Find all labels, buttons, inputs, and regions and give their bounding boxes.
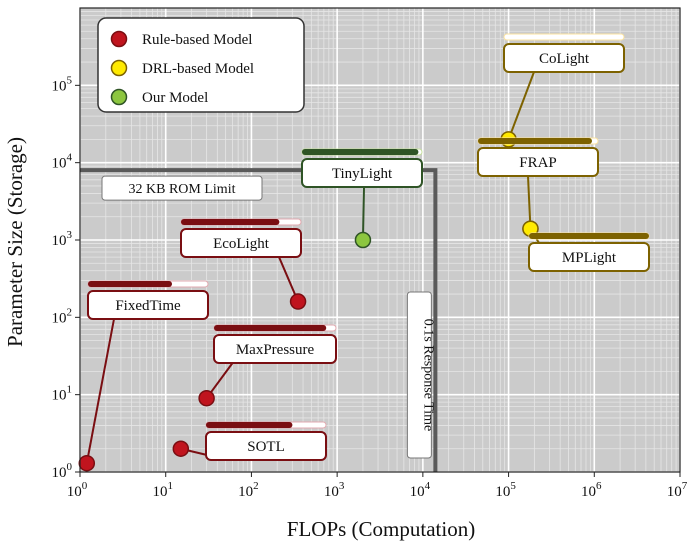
- limit-lines: 32 KB ROM Limit 0.1s Response Time: [80, 168, 438, 472]
- x-axis-ticks: 100 101 102 103 104 105 106 107: [67, 472, 688, 500]
- x-tick-label: 106: [581, 480, 602, 500]
- label-box: [205, 431, 327, 461]
- point-sotl: [172, 440, 190, 457]
- legend-item: DRL-based Model: [110, 59, 254, 77]
- label-text: TinyLight: [332, 166, 393, 182]
- x-tick-label: 105: [495, 480, 516, 500]
- label-text: FRAP: [519, 155, 557, 171]
- label-text: MaxPressure: [236, 342, 315, 358]
- label-tinylight: TinyLight: [301, 148, 423, 188]
- label-box: [87, 290, 209, 320]
- x-tick-label: 101: [152, 480, 173, 500]
- connector-tinylight: [361, 186, 365, 241]
- label-text: EcoLight: [213, 236, 270, 252]
- rom-limit-label: 32 KB ROM Limit: [101, 175, 263, 201]
- label-fixedtime: FixedTime: [87, 280, 209, 320]
- legend-item: Our Model: [110, 88, 208, 106]
- y-tick-label: 105: [52, 74, 73, 94]
- legend-item: Rule-based Model: [110, 30, 252, 48]
- connector-fixedtime: [85, 318, 115, 464]
- bar-fill: [206, 422, 293, 428]
- x-tick-label: 103: [324, 480, 345, 500]
- legend-label: Our Model: [142, 90, 208, 106]
- y-tick-label: 103: [52, 229, 73, 249]
- legend-marker: [110, 59, 128, 77]
- label-box: [477, 147, 599, 177]
- legend-label: DRL-based Model: [142, 61, 254, 77]
- x-tick-label: 107: [667, 480, 688, 500]
- legend-marker: [110, 88, 128, 106]
- label-text: FixedTime: [115, 298, 181, 314]
- model-labels: FixedTime SOTL MaxPressure EcoLight TinyLigh…: [87, 33, 650, 461]
- point-ecolight: [289, 293, 307, 310]
- connector-frap: [527, 175, 532, 229]
- bar-fill: [181, 219, 280, 225]
- y-axis-ticks: 100 101 102 103 104 105: [52, 74, 80, 481]
- x-tick-label: 100: [67, 480, 88, 500]
- legend-marker: [110, 30, 128, 48]
- point-fixedtime: [78, 454, 96, 472]
- x-tick-label: 104: [410, 480, 431, 500]
- rom-limit-text: 32 KB ROM Limit: [129, 182, 236, 197]
- label-mplight: MPLight: [528, 232, 650, 272]
- label-text: CoLight: [539, 51, 590, 67]
- label-colight: CoLight: [503, 33, 625, 73]
- label-maxpressure: MaxPressure: [213, 324, 337, 364]
- bar-track: [503, 33, 625, 41]
- legend-label: Rule-based Model: [142, 32, 252, 48]
- y-axis-label: Parameter Size (Storage): [3, 137, 27, 347]
- bar-fill: [214, 325, 327, 331]
- time-limit-text: 0.1s Response Time: [420, 319, 435, 431]
- label-box: [180, 228, 302, 258]
- label-box: [528, 242, 650, 272]
- x-tick-label: 102: [238, 480, 259, 500]
- data-points: [78, 131, 539, 472]
- y-tick-label: 102: [52, 306, 73, 326]
- legend: Rule-based Model DRL-based Model Our Model: [97, 17, 305, 113]
- y-tick-label: 101: [52, 384, 73, 404]
- time-limit-box: [406, 291, 432, 459]
- y-tick-label: 100: [52, 461, 73, 481]
- label-text: MPLight: [562, 250, 617, 266]
- bar-fill: [302, 149, 419, 155]
- connector-colight: [507, 71, 535, 140]
- bar-fill: [88, 281, 172, 287]
- label-sotl: SOTL: [205, 421, 327, 461]
- label-box: [213, 334, 337, 364]
- label-text: SOTL: [247, 439, 285, 455]
- label-ecolight: EcoLight: [180, 218, 302, 258]
- bar-fill: [529, 233, 649, 239]
- time-limit-label: 0.1s Response Time: [406, 291, 435, 459]
- label-box: [503, 43, 625, 73]
- point-maxpressure: [198, 389, 215, 407]
- legend-box: [97, 17, 305, 113]
- y-tick-label: 104: [52, 152, 73, 172]
- limit-boundary: [80, 168, 438, 472]
- label-frap: FRAP: [477, 137, 599, 177]
- label-box: [301, 158, 423, 188]
- bar-fill: [478, 138, 592, 144]
- point-tinylight: [354, 231, 372, 249]
- rom-limit-box: [101, 175, 263, 201]
- x-axis-label: FLOPs (Computation): [287, 517, 475, 541]
